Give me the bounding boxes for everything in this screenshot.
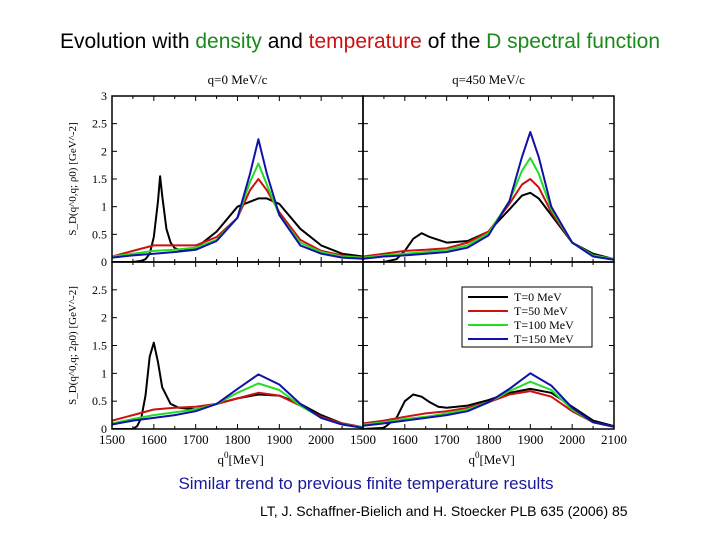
x-tick-label: 2000 bbox=[308, 432, 334, 447]
title-part-1: Evolution with bbox=[59, 30, 196, 53]
y-tick-label: 2 bbox=[101, 144, 107, 158]
series-line-t-50-mev bbox=[363, 178, 614, 261]
legend-label: T=0 MeV bbox=[514, 290, 562, 304]
series-line-t-0-mev bbox=[112, 175, 363, 262]
x-tick-label: 1900 bbox=[266, 432, 292, 447]
panel-density-rho0-q0 bbox=[111, 95, 364, 263]
x-tick-label: 2100 bbox=[601, 432, 627, 447]
x-tick-label: 1600 bbox=[141, 432, 167, 447]
y-tick-label: 1.5 bbox=[92, 339, 107, 353]
x-tick-label: 1700 bbox=[183, 432, 209, 447]
column-title: q=450 MeV/c bbox=[452, 72, 525, 87]
series-line-t-150-mev bbox=[363, 372, 614, 428]
y-tick-label: 2.5 bbox=[92, 283, 107, 297]
slide-title: Evolution with density and temperature o… bbox=[0, 30, 720, 54]
panel-frame bbox=[111, 261, 364, 430]
x-tick-label: 1500 bbox=[350, 432, 376, 447]
panel-density-2rho0-q0 bbox=[111, 261, 364, 430]
x-tick-label: 1800 bbox=[225, 432, 251, 447]
title-word-temperature: temperature bbox=[308, 30, 422, 53]
panel-frame bbox=[111, 95, 364, 263]
y-tick-label: 2 bbox=[101, 311, 107, 325]
x-tick-label: 1800 bbox=[476, 432, 502, 447]
y-axis-label: S_D(q^0,q; ρ0) [GeV^-2] bbox=[67, 122, 79, 235]
panels-layer bbox=[111, 95, 615, 430]
y-tick-label: 2.5 bbox=[92, 117, 107, 131]
y-tick-label: 3 bbox=[101, 89, 107, 103]
series-line-t-150-mev bbox=[112, 373, 363, 429]
y-tick-label: 0 bbox=[101, 422, 107, 436]
y-tick-label: 1.5 bbox=[92, 172, 107, 186]
y-axis-label: S_D(q^0,q; 2ρ0) [GeV^-2] bbox=[67, 286, 79, 405]
series-line-t-0-mev bbox=[363, 387, 614, 429]
y-tick-label: 1 bbox=[101, 200, 107, 214]
x-tick-label: 1900 bbox=[517, 432, 543, 447]
title-word-d-spectral-function: D spectral function bbox=[486, 30, 661, 53]
x-tick-label: 1700 bbox=[434, 432, 460, 447]
legend-label: T=100 MeV bbox=[514, 318, 574, 332]
panel-frame bbox=[362, 95, 615, 263]
legend-label: T=50 MeV bbox=[514, 304, 568, 318]
x-axis-label: q0[MeV] bbox=[469, 450, 515, 467]
panel-density-rho0-q450 bbox=[362, 95, 615, 263]
caption: Similar trend to previous finite tempera… bbox=[178, 474, 554, 493]
series-line-t-150-mev bbox=[112, 138, 363, 260]
y-tick-label: 1 bbox=[101, 366, 107, 380]
x-axis-label: q0[MeV] bbox=[218, 450, 264, 467]
citation: LT, J. Schaffner-Bielich and H. Stoecker… bbox=[260, 503, 628, 519]
x-tick-label: 1600 bbox=[392, 432, 418, 447]
panel-density-2rho0-q450 bbox=[362, 261, 615, 430]
legend-label: T=150 MeV bbox=[514, 332, 574, 346]
title-word-density: density bbox=[195, 30, 262, 53]
x-tick-label: 1500 bbox=[99, 432, 125, 447]
series-line-t-100-mev bbox=[363, 380, 614, 428]
series-line-t-50-mev bbox=[112, 391, 363, 429]
y-tick-label: 0.5 bbox=[92, 394, 107, 408]
axis-labels: 0 0.5 1 1.5 2 2.5 3 0 0.5 1 1.5 2 2.5 1500 1600 1700 180… bbox=[67, 72, 627, 467]
y-tick-label: 0 bbox=[101, 255, 107, 269]
series-line-t-100-mev bbox=[112, 162, 363, 259]
series-line-t-100-mev bbox=[363, 157, 614, 261]
panel-frame bbox=[362, 261, 615, 430]
column-title: q=0 MeV/c bbox=[208, 72, 268, 87]
title-part-3: of the bbox=[421, 30, 487, 53]
series-line-t-150-mev bbox=[363, 131, 614, 261]
x-tick-label: 2000 bbox=[559, 432, 585, 447]
series-line-t-50-mev bbox=[112, 178, 363, 259]
title-part-2: and bbox=[261, 30, 309, 53]
y-tick-label: 0.5 bbox=[92, 227, 107, 241]
